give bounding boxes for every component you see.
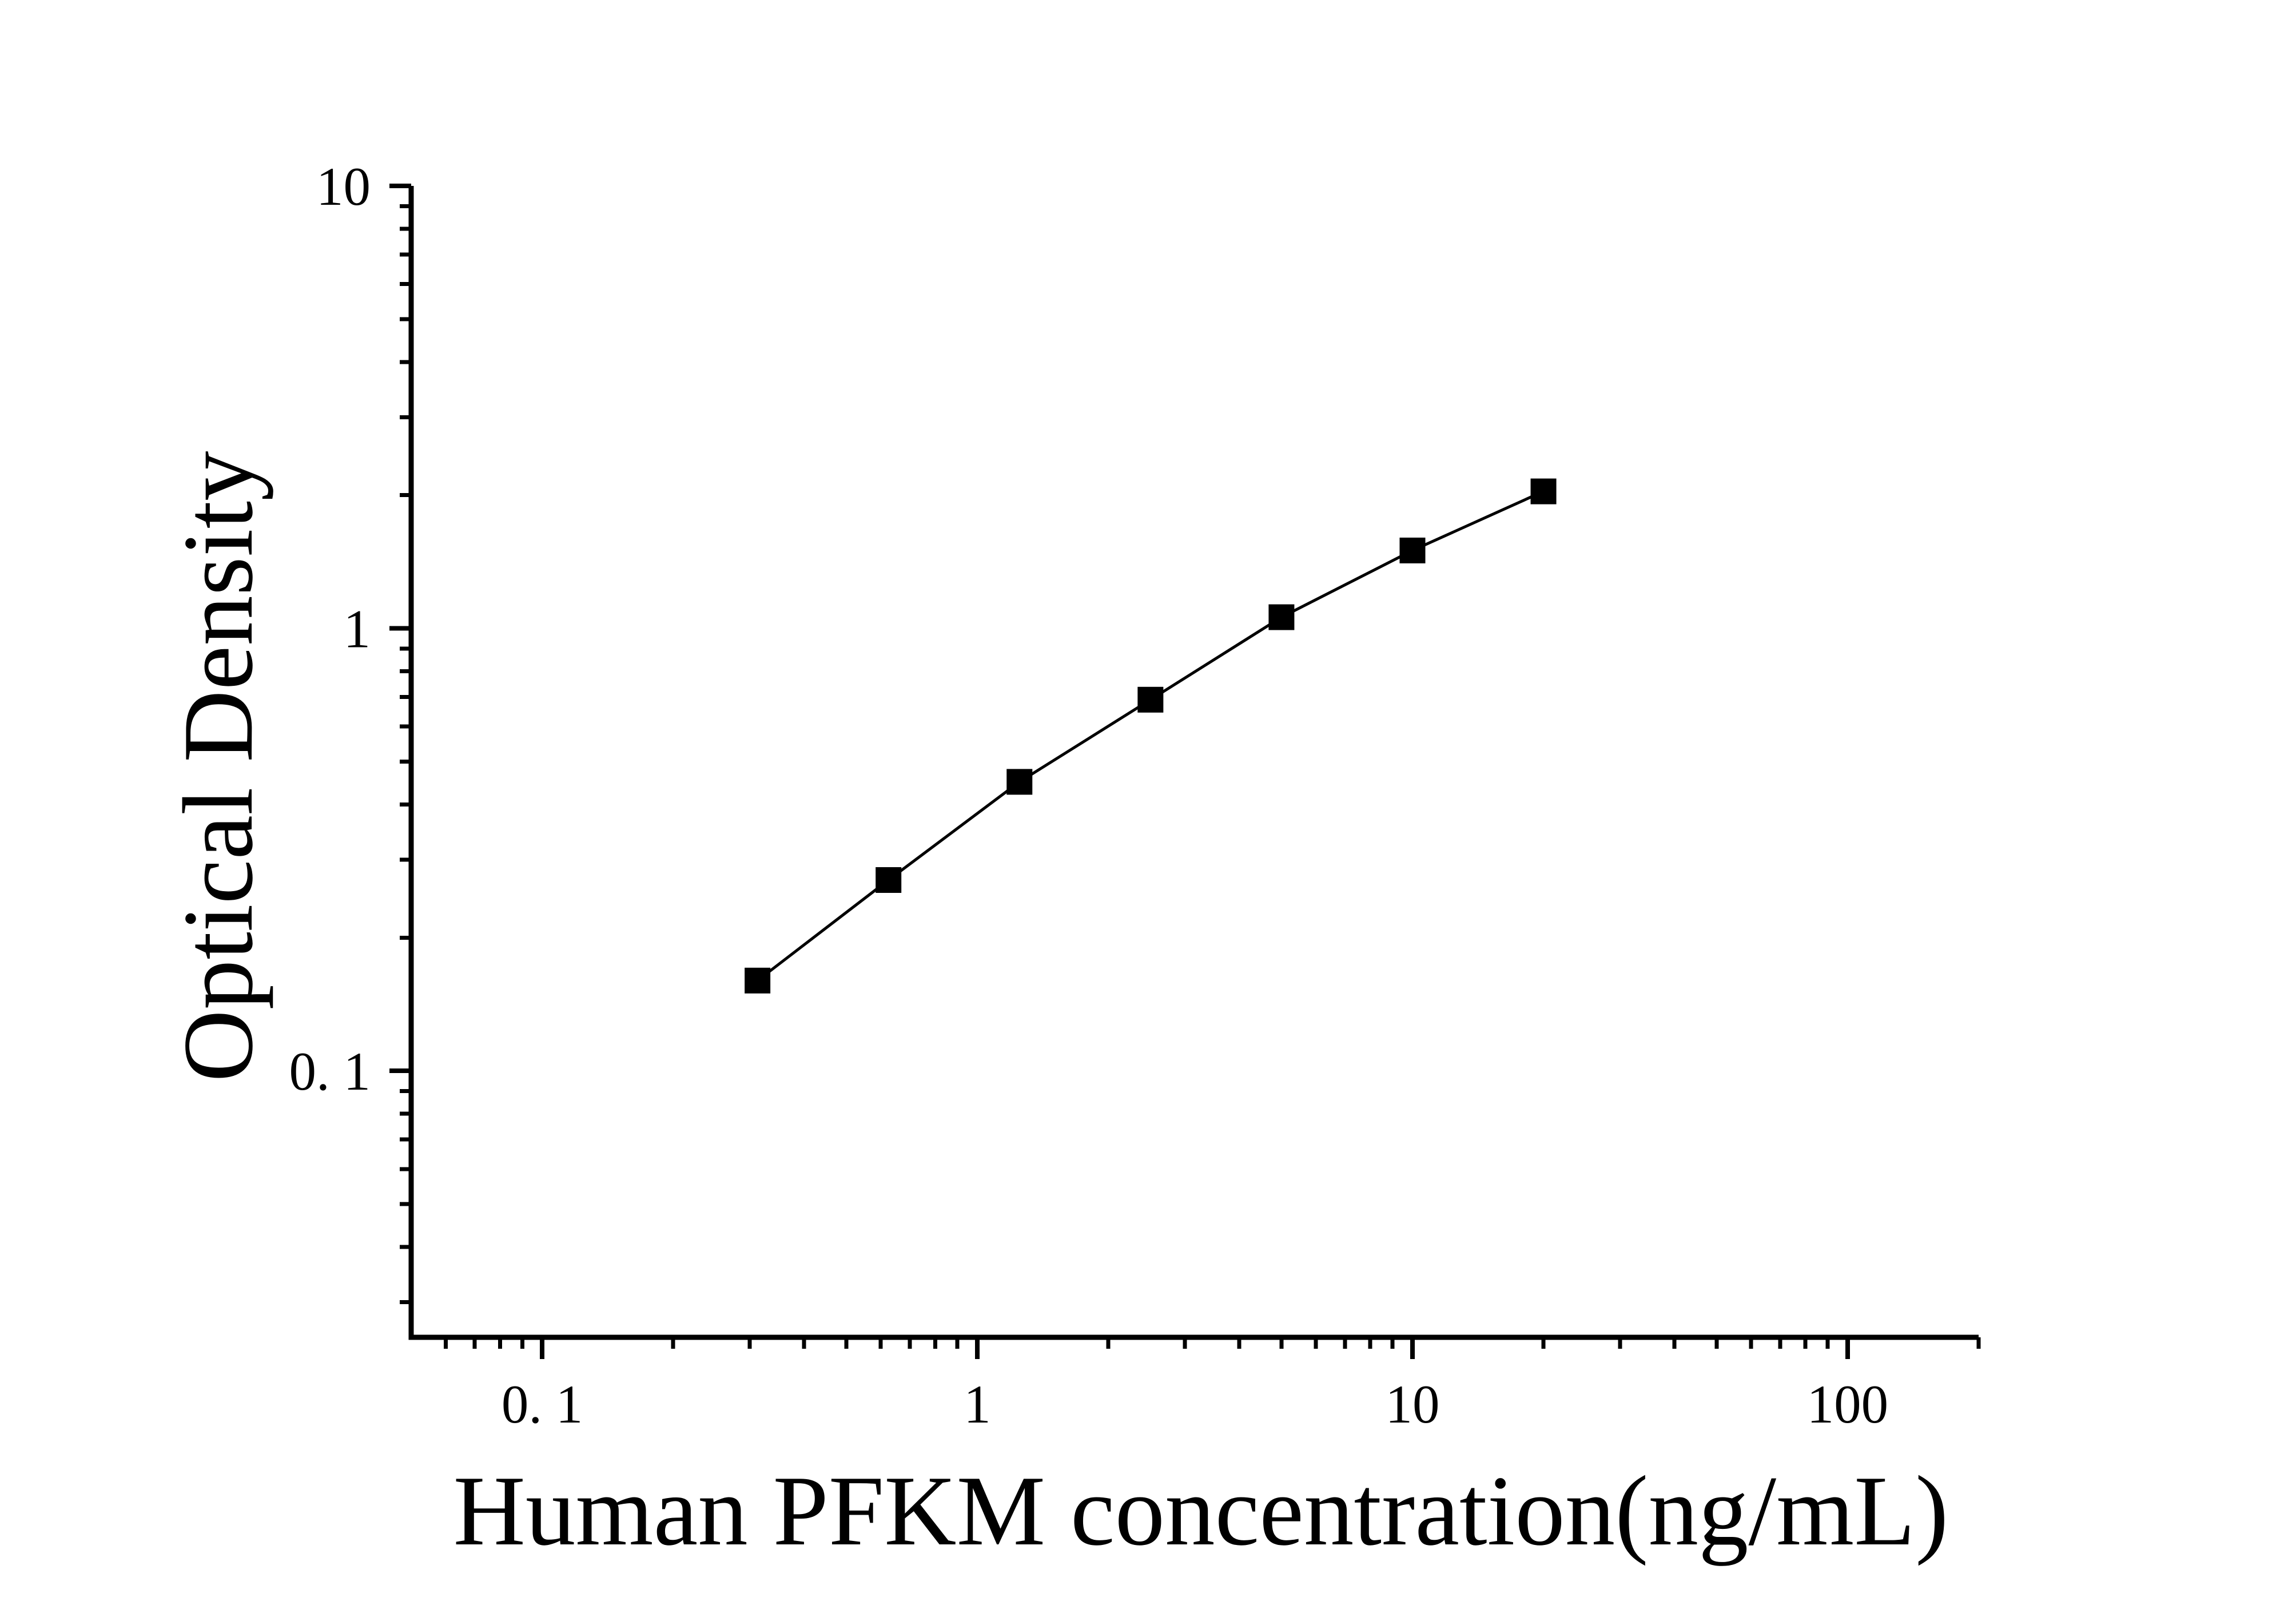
tick-labels-layer: 0. 1 1 10 100 10 1 0. 1	[289, 156, 1889, 1435]
data-point-marker	[1399, 537, 1426, 563]
data-point-marker	[745, 967, 771, 994]
ticks-layer	[389, 184, 1981, 1359]
data-point-marker	[1137, 686, 1164, 713]
y-tick-label: 0. 1	[289, 1041, 371, 1102]
x-tick-label: 10	[1385, 1374, 1439, 1435]
data-point-marker	[1530, 478, 1557, 504]
data-point-marker	[1268, 604, 1295, 630]
axes-layer	[408, 186, 1979, 1340]
series-layer	[745, 478, 1557, 994]
standard-curve-line	[757, 490, 1545, 982]
y-axis-title: Optical Density	[162, 451, 273, 1082]
x-tick-label: 0. 1	[502, 1374, 583, 1435]
x-tick-label: 1	[964, 1374, 991, 1435]
x-axis-title: Human PFKM concentration(ng/mL)	[453, 1455, 1949, 1566]
x-tick-label: 100	[1807, 1374, 1889, 1435]
y-tick-label: 1	[344, 599, 371, 660]
y-tick-label: 10	[316, 156, 371, 217]
data-point-marker	[1006, 769, 1033, 795]
data-point-marker	[876, 867, 902, 893]
